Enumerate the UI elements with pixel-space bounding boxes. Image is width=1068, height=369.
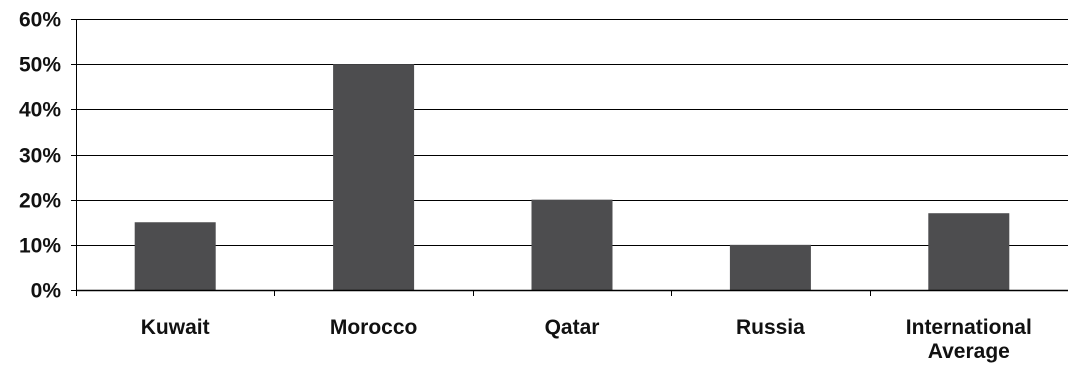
axes	[71, 19, 1068, 296]
y-tick-label: 30%	[19, 145, 61, 168]
bar	[928, 213, 1010, 290]
x-tick-label: Kuwait	[141, 316, 210, 339]
y-tick-label: 60%	[19, 9, 61, 32]
x-tick-label: Morocco	[330, 316, 418, 339]
x-tick-labels: Kuwait Morocco Qatar Russia InternationalAve…	[141, 316, 1032, 363]
y-tick-label: 0%	[31, 280, 62, 303]
x-tick-label: Average	[928, 340, 1010, 363]
x-tick-label: Qatar	[545, 316, 600, 339]
bars	[134, 64, 1010, 291]
bar	[729, 244, 811, 290]
bar	[333, 64, 415, 291]
bar	[531, 199, 613, 290]
y-tick-labels: 0% 10% 20% 30% 40% 50% 60%	[19, 9, 61, 303]
gridlines	[76, 19, 1068, 246]
y-tick-label: 10%	[19, 235, 61, 258]
y-tick-label: 40%	[19, 99, 61, 122]
y-tick-label: 50%	[19, 54, 61, 77]
y-tick-label: 20%	[19, 190, 61, 213]
x-tick-label: International	[906, 316, 1032, 339]
bar	[134, 222, 216, 290]
x-tick-label: Russia	[736, 316, 805, 339]
